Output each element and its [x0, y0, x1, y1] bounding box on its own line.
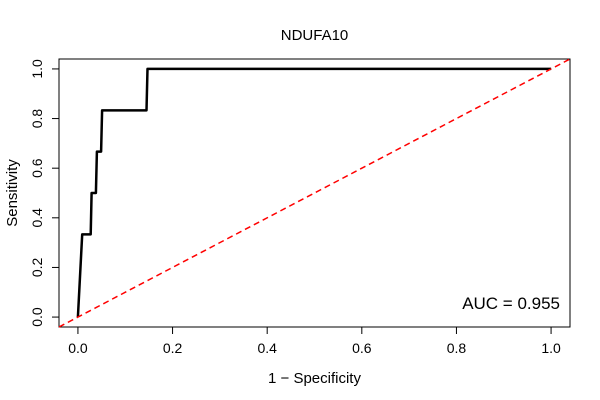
x-tick-label: 1.0 — [541, 340, 561, 356]
y-tick-label: 0.2 — [29, 258, 45, 278]
y-tick-label: 0.6 — [29, 158, 45, 178]
y-tick-label: 1.0 — [29, 59, 45, 79]
roc-curve-line — [76, 67, 552, 318]
y-tick-label: 0.4 — [29, 208, 45, 228]
x-tick-label: 0.2 — [163, 340, 183, 356]
y-axis-label: Sensitivity — [4, 159, 21, 227]
auc-annotation: AUC = 0.955 — [462, 294, 560, 313]
x-axis-label: 1 − Specificity — [268, 370, 361, 387]
y-tick-label: 0.8 — [29, 109, 45, 129]
x-axis: 0.0 0.2 0.4 0.6 0.8 1.0 — [68, 326, 561, 356]
series-layer — [58, 58, 571, 328]
y-axis: 0.0 0.2 0.4 0.6 0.8 1.0 — [29, 59, 60, 327]
x-tick-label: 0.8 — [447, 340, 467, 356]
x-tick-label: 0.6 — [352, 340, 372, 356]
x-tick-label: 0.4 — [257, 340, 277, 356]
chart-title: NDUFA10 — [281, 27, 349, 44]
reference-diagonal-line — [58, 58, 571, 328]
x-tick-label: 0.0 — [68, 340, 88, 356]
y-tick-label: 0.0 — [29, 307, 45, 327]
